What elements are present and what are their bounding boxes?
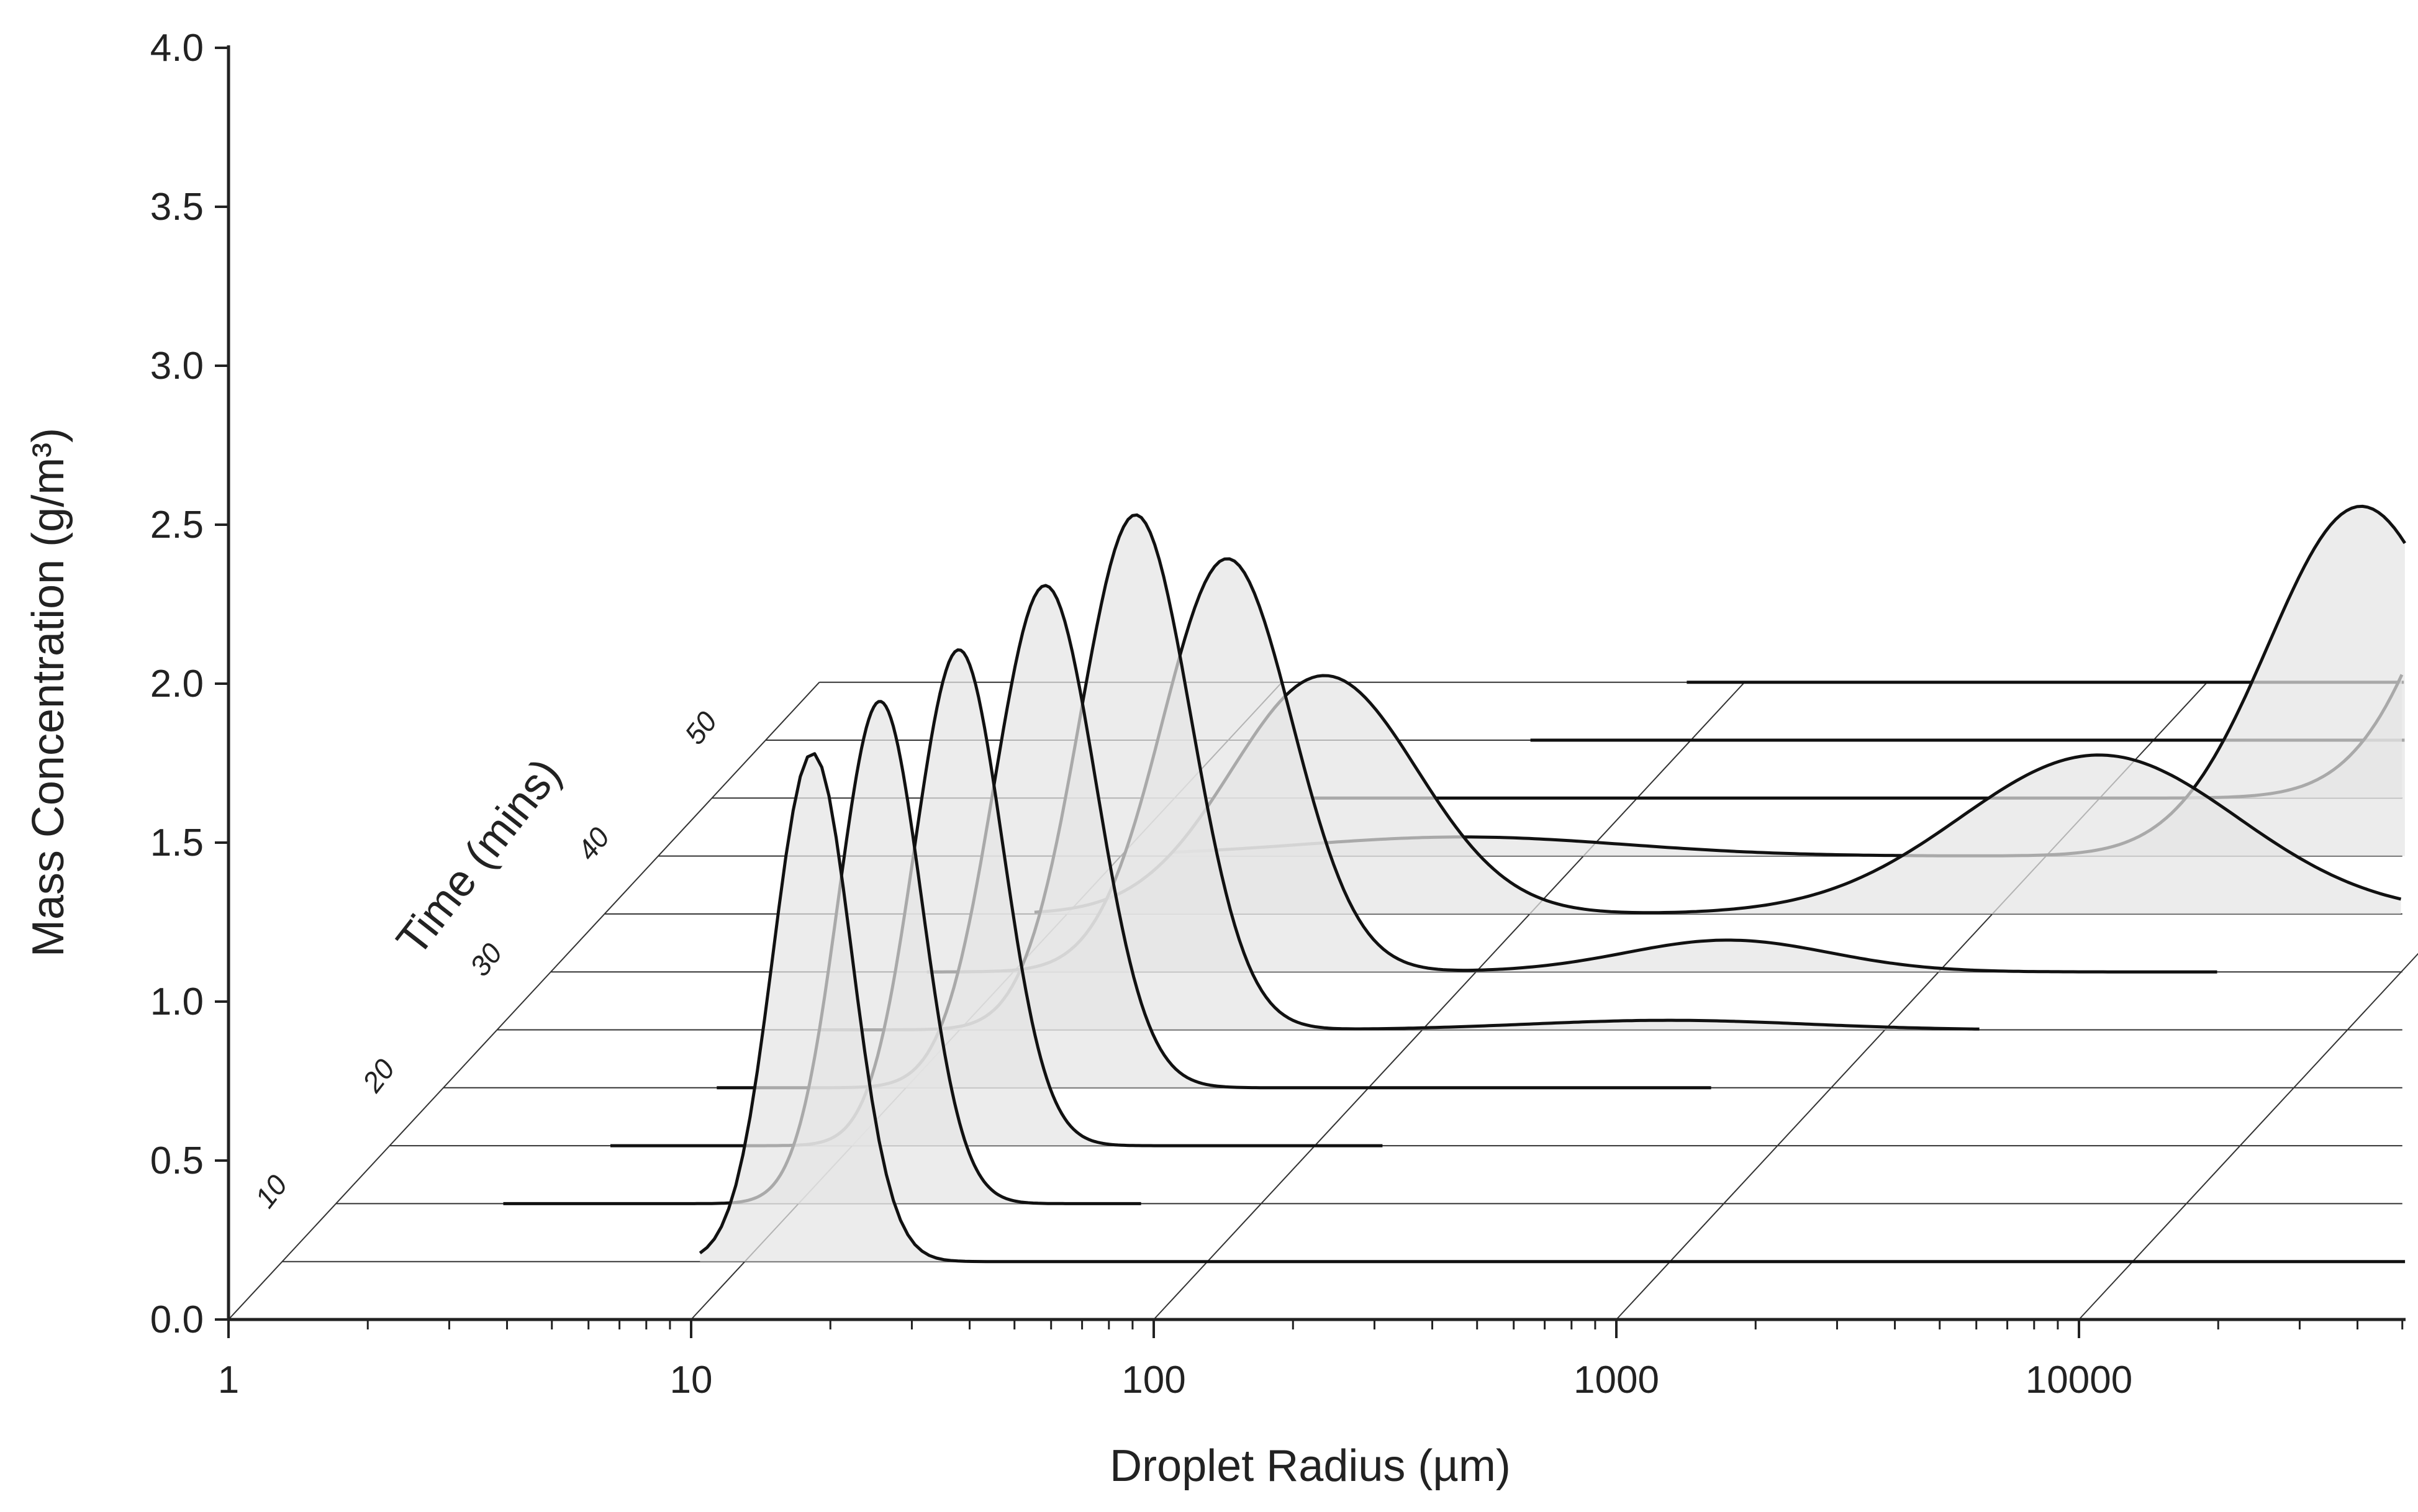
ridgeline-series xyxy=(503,504,2406,1264)
grid-depth-line xyxy=(228,682,820,1320)
ridge-line xyxy=(610,648,1383,1148)
ridge-fill xyxy=(1173,506,2405,856)
ridge-line xyxy=(699,752,2406,1264)
y-tick-label: 0.0 xyxy=(150,1298,204,1341)
time-tick-label: 10 xyxy=(248,1169,294,1214)
x-tick-label: 100 xyxy=(1121,1359,1185,1401)
y-tick-label: 2.5 xyxy=(150,504,204,546)
y-tick-label: 2.0 xyxy=(150,663,204,705)
time-tick-label: 20 xyxy=(356,1053,401,1098)
ridge-fill xyxy=(700,753,2406,1262)
grid-depth-line xyxy=(2078,953,2418,1320)
x-tick-label: 10 xyxy=(670,1359,713,1401)
x-tick-label: 10000 xyxy=(2026,1359,2132,1401)
y-tick-label: 1.5 xyxy=(150,822,204,864)
y-axis-title: Mass Concentration (g/m³) xyxy=(24,428,73,957)
ridge-fill xyxy=(610,650,1383,1146)
y-tick-label: 1.0 xyxy=(150,980,204,1023)
time-axis-title: Time (mins) xyxy=(387,749,570,965)
time-tick-label: 30 xyxy=(463,937,509,982)
x-tick-label: 1 xyxy=(218,1359,239,1401)
ridge-fill xyxy=(926,559,2217,972)
y-tick-label: 0.5 xyxy=(150,1139,204,1182)
y-tick-label: 4.0 xyxy=(150,27,204,70)
y-tick-label: 3.5 xyxy=(150,186,204,229)
x-ticks: 1 10 100 1000 10000 xyxy=(218,1320,2404,1401)
ridge-fill xyxy=(1034,676,2401,914)
time-ticks: 10 20 30 40 50 xyxy=(248,705,723,1214)
y-ticks: 0.0 0.5 1.0 1.5 2.0 2.5 3.0 3.5 4.0 xyxy=(150,27,229,1341)
y-tick-label: 3.0 xyxy=(150,345,204,387)
x-axis-title: Droplet Radius (µm) xyxy=(1110,1441,1511,1491)
time-tick-label: 40 xyxy=(571,821,616,866)
x-tick-label: 1000 xyxy=(1574,1359,1659,1401)
time-tick-label: 50 xyxy=(678,705,723,751)
grid-depth-line xyxy=(1153,682,1746,1320)
